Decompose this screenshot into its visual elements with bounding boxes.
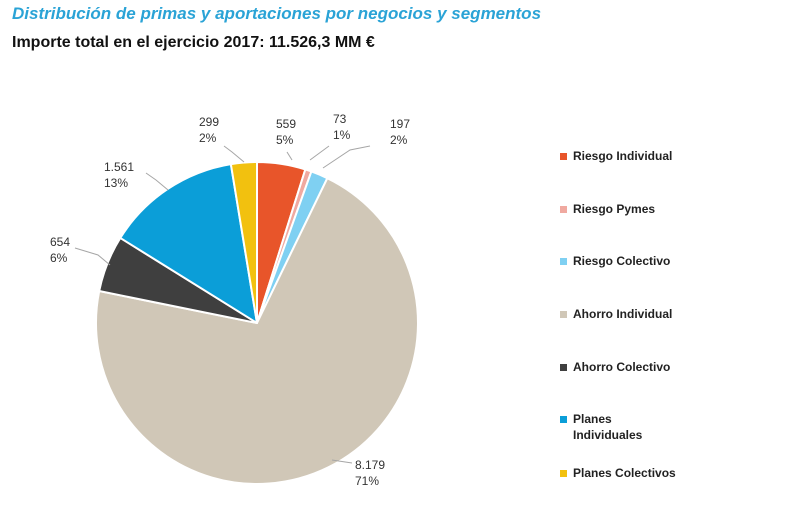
data-label-value-riesgo-colectivo: 197 bbox=[390, 117, 410, 131]
legend-swatch-riesgo-individual bbox=[560, 153, 567, 160]
legend-item-ahorro-individual: Ahorro Individual bbox=[560, 306, 723, 322]
data-label-pct-planes-individuales: 13% bbox=[104, 176, 128, 190]
legend-label-ahorro-individual: Ahorro Individual bbox=[573, 307, 673, 321]
leader-line-planes-individuales bbox=[145, 172, 169, 191]
data-label-pct-riesgo-colectivo: 2% bbox=[390, 133, 408, 147]
leader-line-planes-colectivos bbox=[223, 145, 245, 163]
leader-line-ahorro-colectivo bbox=[74, 247, 111, 266]
legend-item-riesgo-colectivo: Riesgo Colectivo bbox=[560, 253, 723, 269]
legend-label-ahorro-colectivo: Ahorro Colectivo bbox=[573, 360, 671, 374]
legend-item-planes-individuales: Planes Individuales bbox=[560, 411, 683, 443]
legend-label-riesgo-pymes: Riesgo Pymes bbox=[573, 202, 656, 216]
data-label-value-planes-individuales: 1.561 bbox=[104, 160, 134, 174]
chart-subtitle: Importe total en el ejercicio 2017: 11.5… bbox=[12, 34, 375, 51]
data-label-value-ahorro-colectivo: 654 bbox=[50, 235, 70, 249]
leader-line-riesgo-individual bbox=[286, 151, 293, 161]
leader-line-ahorro-individual bbox=[331, 459, 353, 464]
legend-swatch-ahorro-individual bbox=[560, 311, 567, 318]
data-label-value-riesgo-individual: 559 bbox=[276, 117, 296, 131]
data-label-pct-ahorro-individual: 71% bbox=[355, 474, 379, 488]
data-label-value-planes-colectivos: 299 bbox=[199, 115, 219, 129]
legend-item-riesgo-individual: Riesgo Individual bbox=[560, 148, 723, 164]
legend: Riesgo Individual Riesgo Pymes Riesgo Co… bbox=[560, 0, 790, 511]
legend-label-riesgo-colectivo: Riesgo Colectivo bbox=[573, 254, 671, 268]
legend-swatch-planes-individuales bbox=[560, 416, 567, 423]
data-label-value-riesgo-pymes: 73 bbox=[333, 112, 347, 126]
pie-slice-planes-colectivos bbox=[229, 161, 258, 324]
chart-title: Distribución de primas y aportaciones po… bbox=[12, 4, 542, 23]
legend-label-riesgo-individual: Riesgo Individual bbox=[573, 149, 673, 163]
data-label-pct-ahorro-colectivo: 6% bbox=[50, 251, 68, 265]
data-label-pct-planes-colectivos: 2% bbox=[199, 131, 217, 145]
legend-item-riesgo-pymes: Riesgo Pymes bbox=[560, 201, 723, 217]
leader-line-riesgo-pymes bbox=[309, 145, 330, 161]
pie-slice-ahorro-individual bbox=[94, 177, 419, 485]
legend-swatch-riesgo-colectivo bbox=[560, 258, 567, 265]
legend-item-ahorro-colectivo: Ahorro Colectivo bbox=[560, 359, 723, 375]
data-label-value-ahorro-individual: 8.179 bbox=[355, 458, 385, 472]
legend-label-planes-colectivos: Planes Colectivos bbox=[573, 466, 676, 480]
leader-line-riesgo-colectivo bbox=[322, 145, 371, 169]
data-label-pct-riesgo-pymes: 1% bbox=[333, 128, 351, 142]
legend-swatch-riesgo-pymes bbox=[560, 206, 567, 213]
legend-swatch-ahorro-colectivo bbox=[560, 364, 567, 371]
legend-label-planes-individuales: Planes Individuales bbox=[573, 412, 643, 442]
legend-item-planes-colectivos: Planes Colectivos bbox=[560, 465, 723, 481]
legend-swatch-planes-colectivos bbox=[560, 470, 567, 477]
data-label-pct-riesgo-individual: 5% bbox=[276, 133, 294, 147]
